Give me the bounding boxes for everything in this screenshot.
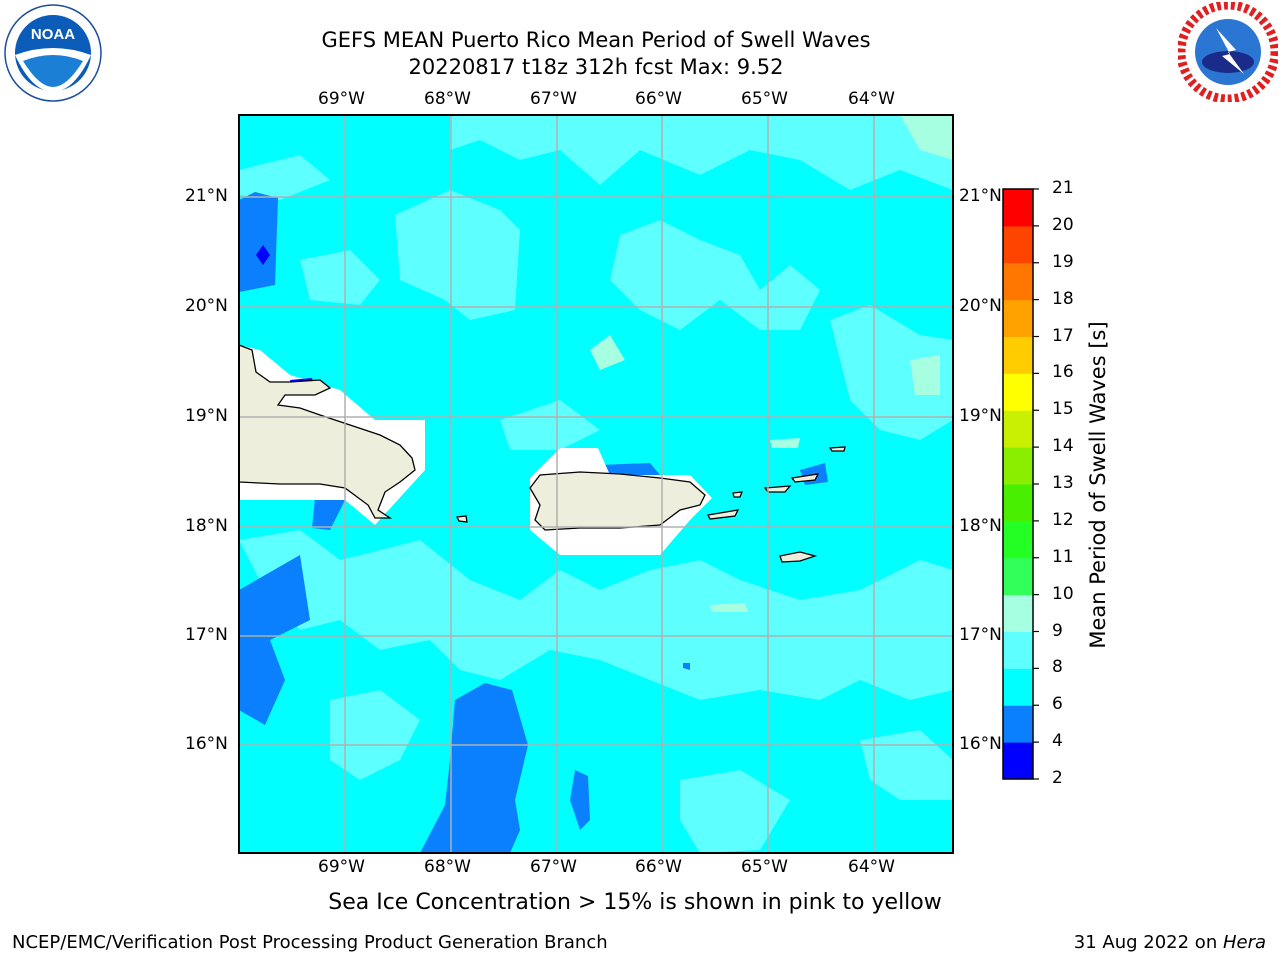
lat-label-left: 18°N (185, 516, 228, 536)
noaa-logo: NOAA (3, 3, 103, 103)
colorbar-tick-label: 21 (1052, 178, 1074, 198)
lon-label-bottom: 65°W (741, 857, 788, 877)
lon-label-top: 64°W (848, 89, 895, 109)
lat-label-left: 16°N (185, 734, 228, 754)
colorbar-tick-label: 6 (1052, 694, 1063, 715)
colorbar-swatch (1003, 225, 1033, 264)
lat-label-right: 17°N (959, 625, 1002, 645)
lat-label-left: 19°N (185, 406, 228, 426)
footer-date: 31 Aug 2022 on Hera (1074, 932, 1266, 953)
st-croix-island (779, 551, 818, 563)
virgin-islands (763, 485, 792, 493)
lon-label-bottom: 67°W (530, 857, 577, 877)
chart-subtitle-date: 20220817 t18z 312h fcst Max: 9.52 (408, 55, 784, 79)
colorbar-swatch (1003, 594, 1033, 632)
colorbar-tick-label: 18 (1052, 288, 1074, 309)
lon-label-top: 66°W (635, 89, 682, 109)
colorbar-tick-label: 9 (1052, 620, 1063, 641)
chart-title: GEFS MEAN Puerto Rico Mean Period of Swe… (321, 28, 871, 52)
colorbar-swatch (1003, 189, 1033, 227)
colorbar-tick-label: 17 (1052, 325, 1074, 346)
lat-label-left: 21°N (185, 186, 228, 206)
colorbar-tick-label: 4 (1052, 731, 1063, 752)
colorbar-tick-label: 13 (1052, 473, 1074, 493)
lon-label-top: 69°W (318, 89, 365, 109)
gridlines (239, 115, 953, 853)
colorbar-swatch (1003, 557, 1033, 596)
lat-label-right: 20°N (959, 296, 1002, 316)
colorbar-swatch (1003, 668, 1033, 706)
colorbar-tick-label: 20 (1052, 214, 1074, 235)
colorbar-tick-label: 12 (1052, 509, 1074, 530)
map-frame (238, 114, 954, 854)
vieques-island (707, 509, 740, 520)
colorbar-swatch (1003, 336, 1033, 374)
colorbar-swatch (1003, 520, 1033, 559)
colorbar-swatch (1003, 299, 1033, 337)
mona-island (456, 515, 468, 523)
hispaniola-island (239, 344, 416, 519)
nws-logo (1176, 0, 1280, 104)
colorbar-swatch (1003, 705, 1033, 743)
anegada-island (828, 446, 846, 452)
colorbar-tick-label: 16 (1052, 362, 1074, 383)
lat-label-left: 17°N (185, 625, 228, 645)
colorbar-tick-label: 14 (1052, 436, 1074, 457)
lat-label-left: 20°N (185, 296, 228, 316)
lon-label-bottom: 66°W (635, 857, 682, 877)
lon-label-bottom: 69°W (318, 857, 365, 877)
colorbar-tick-label: 11 (1052, 546, 1074, 567)
colorbar-tick-label: 8 (1052, 657, 1063, 678)
footer-date-text: 31 Aug 2022 on (1073, 932, 1223, 953)
colorbar-swatch (1003, 742, 1033, 780)
footer-credit: NCEP/EMC/Verification Post Processing Pr… (12, 932, 608, 953)
lon-label-bottom: 64°W (848, 857, 895, 877)
colorbar-swatch (1003, 410, 1033, 448)
colorbar-title: Mean Period of Swell Waves [s] (1086, 321, 1110, 649)
colorbar-swatch (1003, 447, 1033, 485)
footer-host: Hera (1222, 932, 1266, 953)
colorbar-swatch (1003, 373, 1033, 411)
lon-label-top: 67°W (530, 89, 577, 109)
lon-label-top: 68°W (424, 89, 471, 109)
swell-9-10-regions (590, 115, 953, 612)
colorbar (1002, 188, 1039, 780)
culebra-island (732, 491, 744, 498)
lat-label-right: 19°N (959, 406, 1002, 426)
lat-label-right: 18°N (959, 516, 1002, 536)
colorbar-swatch (1003, 631, 1033, 669)
lat-label-right: 16°N (959, 734, 1002, 754)
lat-label-right: 21°N (959, 186, 1002, 206)
sea-ice-note: Sea Ice Concentration > 15% is shown in … (328, 890, 942, 915)
colorbar-tick-label: 19 (1052, 251, 1074, 272)
lon-label-top: 65°W (741, 89, 788, 109)
colorbar-swatch (1003, 262, 1033, 301)
noaa-wordmark: NOAA (31, 26, 75, 43)
colorbar-tick-label: 2 (1052, 768, 1063, 788)
colorbar-tick-label: 10 (1052, 583, 1074, 604)
colorbar-swatch (1003, 484, 1033, 522)
lon-label-bottom: 68°W (424, 857, 471, 877)
colorbar-tick-label: 15 (1052, 399, 1074, 420)
swell-4-6-regions (239, 192, 828, 853)
